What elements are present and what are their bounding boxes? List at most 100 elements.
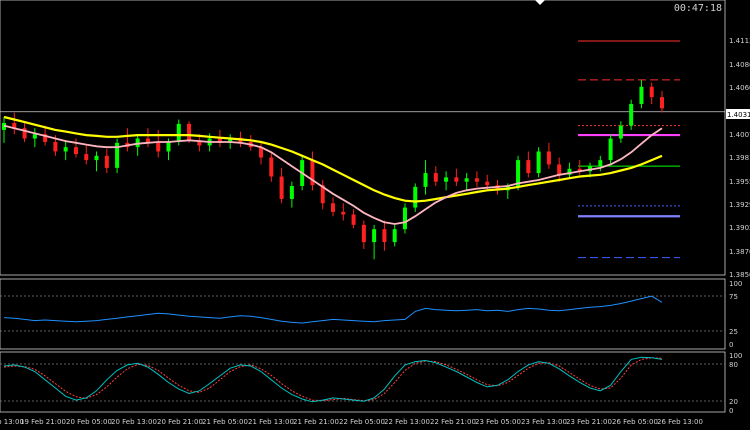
- candlestick: [197, 134, 202, 152]
- shift-marker-icon[interactable]: [535, 0, 545, 5]
- candle-body: [546, 151, 551, 165]
- candle-body: [433, 173, 438, 182]
- candle-body: [53, 141, 58, 152]
- candle-body: [341, 211, 346, 215]
- rsi-panel-frame: [0, 278, 726, 350]
- candle-body: [608, 138, 613, 161]
- candle-body: [217, 138, 222, 143]
- candle-body: [423, 173, 428, 187]
- candle-body: [104, 155, 109, 168]
- candlestick: [392, 224, 397, 247]
- price-tick-label: 1.4113: [729, 37, 750, 45]
- candle-body: [618, 125, 623, 139]
- time-tick-label: 26 Feb 13:00: [657, 418, 703, 426]
- candle-body: [361, 224, 366, 243]
- candle-body: [320, 185, 325, 204]
- candle-body: [269, 157, 274, 177]
- candle-body: [331, 203, 335, 212]
- candlestick: [608, 134, 613, 165]
- candlestick: [526, 151, 531, 178]
- candle-body: [660, 97, 664, 109]
- rsi-tick-label: 100: [729, 280, 742, 288]
- candle-body: [567, 168, 572, 175]
- candlestick: [444, 171, 449, 191]
- candlestick: [269, 151, 274, 182]
- time-tick-label: 23 Feb 21:00: [566, 418, 612, 426]
- stoch-tick-label: 100: [729, 352, 742, 360]
- candle-body: [63, 147, 68, 152]
- candlestick: [516, 155, 521, 191]
- candle-body: [516, 160, 521, 187]
- candle-body: [289, 186, 294, 199]
- rsi-tick-label: 75: [729, 293, 738, 301]
- candle-body: [382, 229, 387, 243]
- time-tick-label: 22 Feb 13:00: [384, 418, 430, 426]
- candlestick: [94, 151, 99, 172]
- candlestick: [546, 142, 551, 169]
- time-axis[interactable]: 19 Feb 13:00 19 Feb 21:00 20 Feb 05:00 2…: [0, 418, 703, 426]
- time-tick-label: 21 Feb 21:00: [293, 418, 339, 426]
- rsi-line: [3, 295, 663, 324]
- candlestick: [73, 138, 78, 158]
- candlestick: [454, 168, 459, 187]
- candlestick: [618, 121, 623, 143]
- candlestick: [12, 112, 17, 135]
- candlestick: [639, 79, 644, 109]
- candlestick: [433, 166, 438, 187]
- rsi-tick-label: 0: [729, 341, 733, 349]
- time-tick-label: 21 Feb 05:00: [202, 418, 248, 426]
- rsi-panel[interactable]: [0, 278, 726, 350]
- candle-body: [464, 178, 469, 182]
- candle-body: [392, 229, 397, 243]
- price-tick-label: 1.4007: [729, 131, 750, 139]
- candlestick: [361, 220, 366, 250]
- candlestick: [320, 179, 325, 210]
- candle-body: [22, 128, 27, 139]
- candlestick: [372, 224, 377, 260]
- ma-slow-line: [3, 115, 663, 203]
- candle-body: [94, 155, 99, 161]
- price-panel[interactable]: [0, 0, 726, 276]
- stoch-signal-line: [3, 357, 663, 402]
- candlestick: [351, 209, 356, 229]
- candle-body: [43, 134, 48, 142]
- price-tick-label: 1.3929: [729, 201, 750, 209]
- candle-body: [526, 160, 531, 174]
- candle-body: [32, 134, 37, 139]
- candle-body: [413, 186, 418, 208]
- candle-body: [156, 142, 161, 152]
- candle-body: [402, 207, 407, 230]
- price-levels: [578, 40, 680, 259]
- candlestick: [567, 162, 572, 178]
- candlestick: [413, 183, 418, 212]
- candle-body: [187, 123, 192, 141]
- candle-body: [73, 147, 78, 155]
- time-tick-label: 19 Feb 13:00: [0, 418, 24, 426]
- candle-body: [577, 168, 582, 172]
- price-tick-label: 1.3876: [729, 248, 750, 256]
- candlestick: [536, 147, 541, 178]
- candlestick: [115, 138, 120, 174]
- price-axis[interactable]: 1.4113 1.4086 1.4060 1.4031 1.4007 1.398…: [726, 37, 750, 279]
- candlestick: [331, 197, 335, 217]
- time-tick-label: 26 Feb 05:00: [612, 418, 658, 426]
- candle-body: [351, 214, 356, 225]
- candlestick: [577, 160, 582, 175]
- time-tick-label: 20 Feb 21:00: [157, 418, 203, 426]
- candlestick: [145, 128, 150, 148]
- candlestick: [649, 82, 654, 105]
- stoch-panel-frame: [0, 351, 726, 413]
- stoch-tick-label: 20: [729, 398, 738, 406]
- candle-body: [12, 122, 17, 129]
- time-tick-label: 23 Feb 13:00: [521, 418, 567, 426]
- candlestick: [104, 148, 109, 174]
- candle-body: [485, 181, 490, 186]
- stoch-tick-label: 80: [729, 361, 738, 369]
- candlestick: [402, 203, 407, 234]
- candlestick: [660, 91, 664, 113]
- candle-body: [145, 138, 150, 143]
- price-tick-label: 1.3850: [729, 271, 750, 279]
- stoch-panel[interactable]: [0, 351, 726, 413]
